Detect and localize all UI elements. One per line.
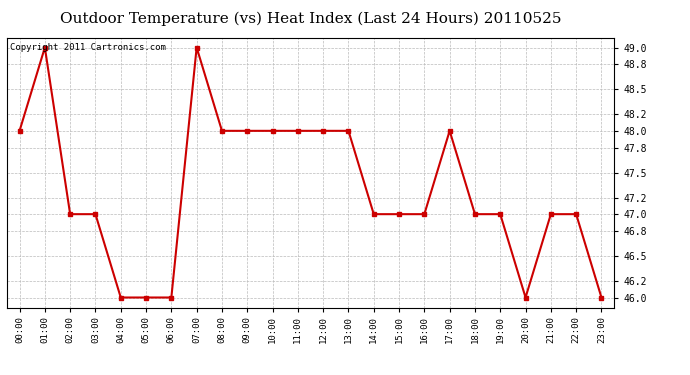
Text: Copyright 2011 Cartronics.com: Copyright 2011 Cartronics.com: [10, 43, 166, 52]
Text: Outdoor Temperature (vs) Heat Index (Last 24 Hours) 20110525: Outdoor Temperature (vs) Heat Index (Las…: [60, 11, 561, 26]
